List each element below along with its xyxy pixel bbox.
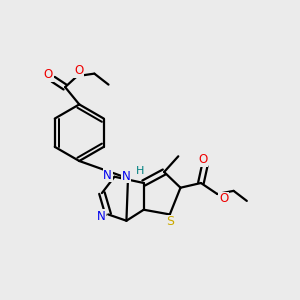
Text: S: S: [167, 215, 174, 228]
Text: O: O: [199, 153, 208, 166]
Text: N: N: [122, 169, 131, 183]
Text: O: O: [44, 68, 53, 81]
Text: H: H: [136, 167, 144, 176]
Text: N: N: [103, 169, 112, 182]
Text: O: O: [74, 64, 83, 77]
Text: O: O: [219, 192, 228, 205]
Text: N: N: [97, 209, 106, 223]
